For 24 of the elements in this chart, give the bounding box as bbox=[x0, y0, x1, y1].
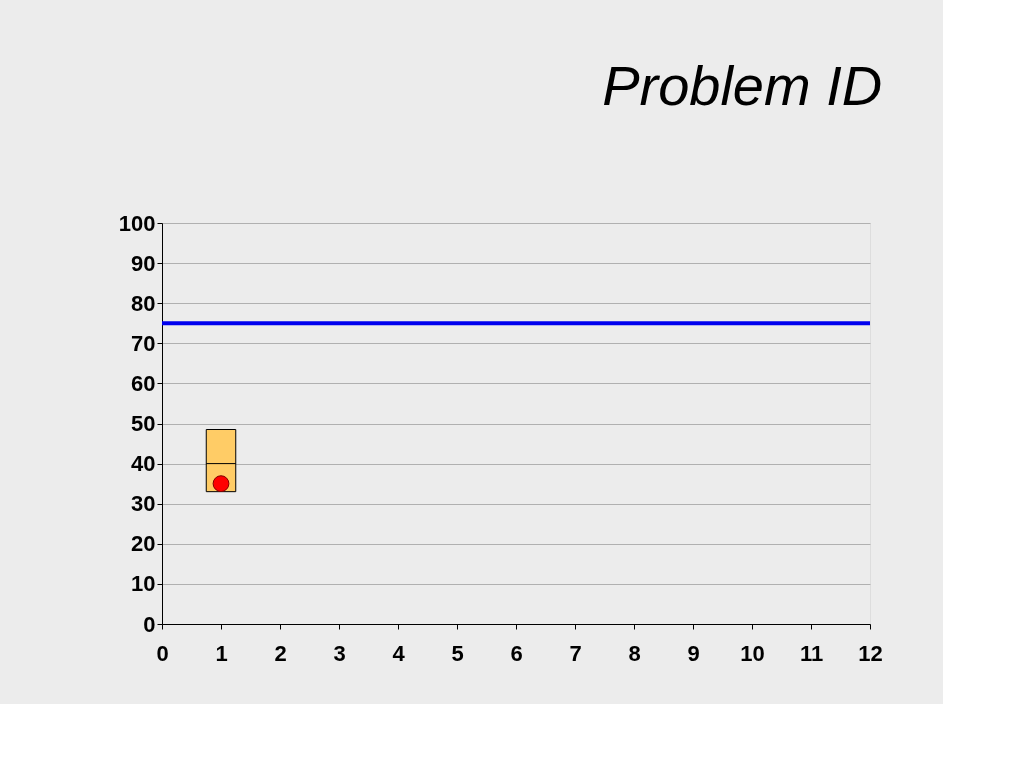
y-tick-label: 30 bbox=[131, 491, 156, 517]
y-tick-label: 0 bbox=[143, 611, 156, 637]
x-tick-label: 10 bbox=[740, 640, 765, 666]
y-tick-label: 50 bbox=[131, 411, 156, 436]
x-tick-label: 6 bbox=[510, 640, 523, 666]
x-tick-label: 11 bbox=[799, 640, 824, 666]
y-tick-label: 100 bbox=[118, 210, 156, 236]
x-tick-label: 5 bbox=[451, 640, 464, 666]
y-tick-label: 70 bbox=[131, 330, 156, 356]
x-tick-label: 8 bbox=[628, 640, 641, 666]
y-tick-label: 20 bbox=[131, 531, 156, 557]
y-tick-label: 60 bbox=[131, 370, 156, 396]
y-tick-label: 90 bbox=[131, 250, 156, 276]
y-tick-label: 10 bbox=[131, 571, 156, 597]
x-tick-label: 12 bbox=[858, 640, 883, 666]
x-tick-label: 1 bbox=[215, 640, 228, 666]
x-tick-label: 2 bbox=[274, 640, 287, 666]
x-tick-label: 3 bbox=[333, 640, 346, 666]
x-tick-label: 4 bbox=[392, 640, 406, 666]
x-tick-label: 7 bbox=[569, 640, 582, 666]
chart-title: Problem ID bbox=[602, 54, 883, 117]
x-tick-label: 9 bbox=[687, 640, 700, 666]
y-tick-label: 40 bbox=[131, 451, 156, 477]
y-tick-label: 80 bbox=[131, 290, 156, 316]
